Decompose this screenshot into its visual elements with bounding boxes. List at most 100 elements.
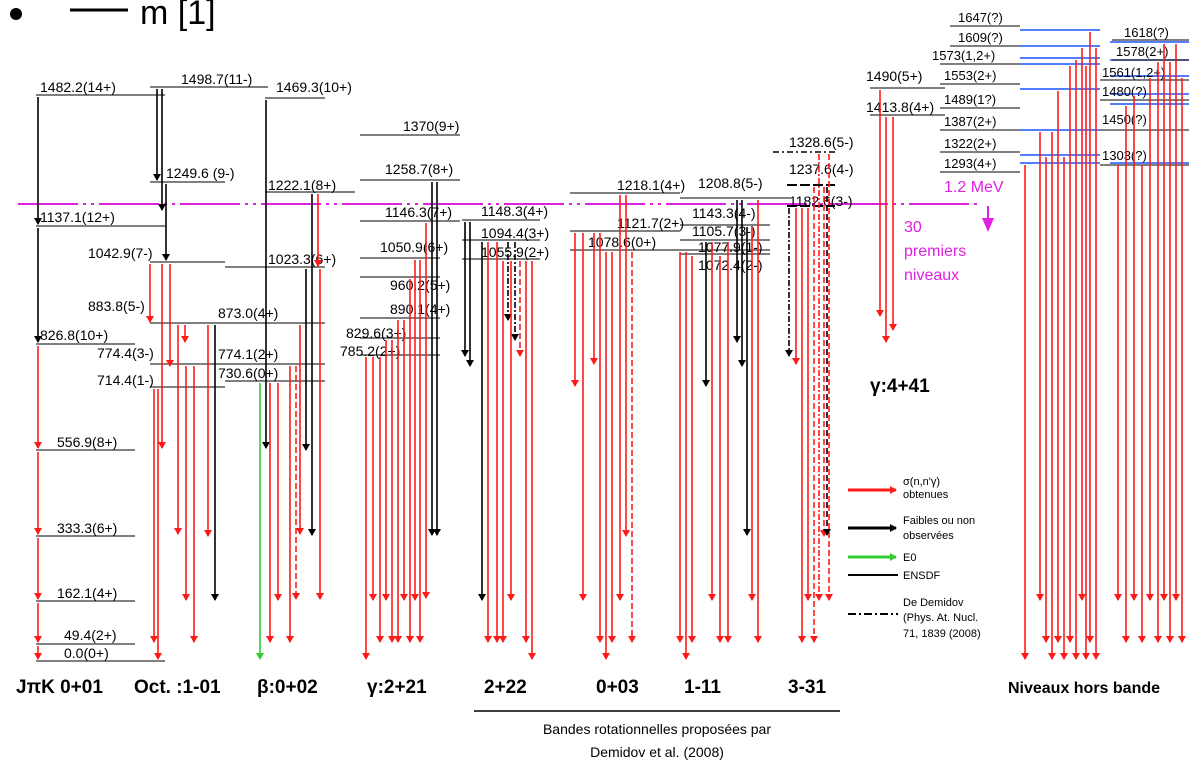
gamma-level-8: 1258.7(8+) bbox=[385, 161, 453, 177]
band-4-41: 1490(5+) 1413.8(4+) γ:4+41 bbox=[866, 68, 945, 397]
g44-level-4: 1413.8(4+) bbox=[866, 99, 934, 115]
b22-level-3: 1094.4(3+) bbox=[481, 225, 549, 241]
band-2-22: 1148.3(4+) 1094.4(3+) 1055.9(2+) 2+22 bbox=[461, 203, 549, 698]
oct-transitions bbox=[146, 89, 219, 660]
offband-level-1489: 1489(1?) bbox=[944, 92, 996, 107]
offband-level-1303: 1303(?) bbox=[1102, 148, 1147, 163]
legend: σ(n,n'γ) obtenues Faibles ou non observé… bbox=[848, 476, 981, 640]
b03-level-0: 1078.6(0+) bbox=[588, 234, 656, 250]
heading-text: m [1] bbox=[140, 0, 216, 32]
beta-level-lines bbox=[225, 97, 355, 382]
band-label-beta: β:0+02 bbox=[257, 677, 318, 698]
offband-level-1578: 1578(2+) bbox=[1116, 44, 1168, 59]
b11-level-1: 1077.9(1-) bbox=[698, 239, 763, 255]
offband-level-1573: 1573(1,2+) bbox=[932, 48, 995, 63]
b03-level-lines bbox=[570, 192, 680, 251]
band-label-2-22: 2+22 bbox=[484, 677, 527, 698]
g44-level-lines bbox=[870, 87, 945, 116]
offband-level-1387: 1387(2+) bbox=[944, 114, 996, 129]
b11-level-3: 1105.7(3-) bbox=[692, 223, 756, 239]
cutoff-energy: 1.2 MeV bbox=[944, 179, 1004, 196]
offband-level-1480: 1480(?) bbox=[1102, 84, 1147, 99]
b22-level-4: 1148.3(4+) bbox=[481, 203, 548, 219]
gs-level-0: 0.0(0+) bbox=[64, 645, 109, 661]
gs-level-4: 162.1(4+) bbox=[57, 585, 117, 601]
band-label-1-11: 1-11 bbox=[684, 677, 721, 698]
offband-level-1561: 1561(1,2+) bbox=[1102, 65, 1165, 80]
band-gs: 1482.2(14+) 1137.1(12+) 826.8(10+) 556.9… bbox=[16, 79, 165, 698]
band-label-oct: Oct. :1-01 bbox=[134, 677, 221, 698]
band-label-0-03: 0+03 bbox=[596, 677, 639, 698]
legend-ensdf: ENSDF bbox=[903, 570, 941, 582]
band-beta: 1469.3(10+) 1222.1(8+) 1023.3(6+) 873.0(… bbox=[218, 79, 355, 698]
b33-level-3: 1182.6(3-) bbox=[789, 193, 853, 209]
cutoff-note-1: 30 bbox=[904, 219, 922, 236]
oct-level-1: 714.4(1-) bbox=[97, 372, 154, 388]
b11-transitions bbox=[676, 200, 762, 660]
band-label-gamma: γ:2+21 bbox=[367, 677, 427, 698]
beta-level-4: 873.0(4+) bbox=[218, 305, 278, 321]
band-label-3-31: 3-31 bbox=[788, 677, 826, 698]
cutoff-note-2: premiers bbox=[904, 243, 966, 260]
demidov-group: Bandes rotationnelles proposées par Demi… bbox=[474, 710, 840, 760]
gs-level-12: 1137.1(12+) bbox=[40, 209, 115, 225]
b11-level-4: 1143.3(4-) bbox=[692, 205, 756, 221]
legend-observed-2: obtenues bbox=[903, 489, 949, 501]
b33-transitions bbox=[785, 154, 833, 643]
offband-level-1618: 1618(?) bbox=[1124, 25, 1169, 40]
gs-level-14: 1482.2(14+) bbox=[40, 79, 116, 95]
b11-level-lines bbox=[680, 197, 790, 255]
offband-label-underlines bbox=[940, 25, 1189, 173]
g44-level-5: 1490(5+) bbox=[866, 68, 922, 84]
offband-level-1609: 1609(?) bbox=[958, 30, 1003, 45]
oct-level-lines bbox=[150, 86, 268, 388]
offband-level-1553: 1553(2+) bbox=[944, 68, 996, 83]
band-3-31: 1328.6(5-) 1237.6(4-) 1182.6(3-) 3-31 bbox=[773, 134, 854, 698]
b33-level-5: 1328.6(5-) bbox=[789, 134, 854, 150]
gs-level-lines bbox=[36, 94, 165, 662]
b03-transitions bbox=[571, 195, 636, 660]
legend-weak-1: Faibles ou non bbox=[903, 515, 975, 527]
legend-demidov-1: De Demidov bbox=[903, 597, 964, 609]
oct-level-3: 774.4(3-) bbox=[97, 345, 154, 361]
oct-level-9: 1249.6 (9-) bbox=[166, 165, 234, 181]
legend-weak-2: observées bbox=[903, 530, 954, 542]
legend-demidov-2: (Phys. At. Nucl. bbox=[903, 612, 978, 624]
band-label-4-41: γ:4+41 bbox=[870, 376, 930, 397]
b03-level-4: 1218.1(4+) bbox=[617, 177, 685, 193]
gs-level-6: 333.3(6+) bbox=[57, 520, 117, 536]
cutoff-line: 1.2 MeV 30 premiers niveaux bbox=[18, 179, 1004, 284]
bullet-icon bbox=[10, 8, 22, 20]
gamma-level-6: 1050.9(6+) bbox=[380, 239, 448, 255]
offband-level-1647: 1647(?) bbox=[958, 10, 1003, 25]
offband-level-1293: 1293(4+) bbox=[944, 156, 996, 171]
beta-level-6: 1023.3(6+) bbox=[268, 251, 336, 267]
band-label-gs: JπK 0+01 bbox=[16, 677, 103, 698]
offband-level-1450: 1450(?) bbox=[1102, 112, 1147, 127]
beta-level-2: 774.1(2+) bbox=[218, 346, 278, 362]
gs-level-8: 556.9(8+) bbox=[57, 434, 117, 450]
oct-level-7: 1042.9(7-) bbox=[88, 245, 153, 261]
band-1-11: 1208.8(5-) 1143.3(4-) 1105.7(3-) 1077.9(… bbox=[676, 175, 790, 698]
gs-level-2: 49.4(2+) bbox=[64, 627, 117, 643]
cutoff-note-3: niveaux bbox=[904, 267, 959, 284]
beta-level-10: 1469.3(10+) bbox=[276, 79, 352, 95]
oct-level-5: 883.8(5-) bbox=[88, 298, 145, 314]
band-offband: 1647(?) 1609(?) 1573(1,2+) 1553(2+) 1489… bbox=[932, 10, 1189, 697]
g44-transitions bbox=[876, 90, 897, 343]
gamma-level-3: 829.6(3+) bbox=[346, 325, 406, 341]
legend-observed-1: σ(n,n'γ) bbox=[903, 476, 940, 488]
band-oct: 1498.7(11-) 1249.6 (9-) 1042.9(7-) 883.8… bbox=[88, 71, 268, 698]
legend-demidov-3: 71, 1839 (2008) bbox=[903, 628, 981, 640]
offband-transitions bbox=[1021, 32, 1186, 660]
gamma-transitions bbox=[362, 182, 441, 660]
band-gamma: 1370(9+) 1258.7(8+) 1146.3(7+) 1050.9(6+… bbox=[340, 118, 460, 698]
b22-level-lines bbox=[462, 219, 540, 260]
b11-level-5: 1208.8(5-) bbox=[698, 175, 763, 191]
beta-transitions bbox=[256, 100, 324, 660]
band-0-03: 1218.1(4+) 1121.7(2+) 1078.6(0+) 0+03 bbox=[570, 177, 685, 698]
beta-level-8: 1222.1(8+) bbox=[268, 177, 336, 193]
b22-transitions bbox=[461, 222, 536, 660]
offband-level-1322: 1322(2+) bbox=[944, 136, 996, 151]
